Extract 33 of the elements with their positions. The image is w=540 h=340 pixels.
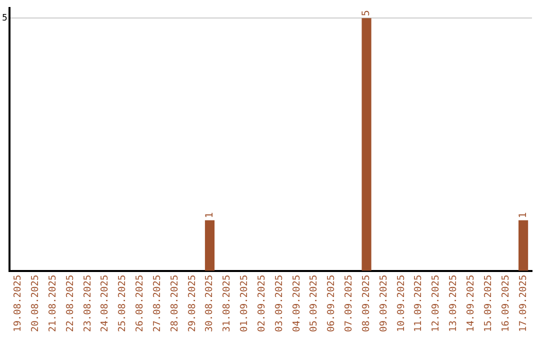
x-tick-label: 13.09.2025 xyxy=(448,274,460,332)
x-tick-label: 23.08.2025 xyxy=(82,274,94,332)
x-tick-label: 12.09.2025 xyxy=(430,274,442,332)
x-tick-label: 27.08.2025 xyxy=(152,274,163,332)
x-tick-label: 25.08.2025 xyxy=(117,274,128,332)
data-label: 5 xyxy=(361,10,372,16)
x-tick-label: 22.08.2025 xyxy=(64,274,76,332)
data-label: 1 xyxy=(518,212,529,218)
x-tick-label: 24.08.2025 xyxy=(100,274,111,332)
x-tick-label: 29.08.2025 xyxy=(186,274,198,332)
x-tick-label: 19.08.2025 xyxy=(12,274,24,332)
x-tick-label: 15.09.2025 xyxy=(482,274,494,332)
x-tick-label: 17.09.2025 xyxy=(518,274,529,332)
x-tick-label: 26.08.2025 xyxy=(134,274,146,332)
x-tick-label: 03.09.2025 xyxy=(274,274,285,332)
x-tick-label: 04.09.2025 xyxy=(291,274,302,332)
x-tick-label: 16.09.2025 xyxy=(500,274,512,332)
x-tick-label: 21.08.2025 xyxy=(47,274,58,332)
x-tick-label: 11.09.2025 xyxy=(413,274,424,332)
x-tick-label: 02.09.2025 xyxy=(256,274,268,332)
x-tick-label: 30.08.2025 xyxy=(204,274,216,332)
x-tick-label: 20.08.2025 xyxy=(30,274,42,332)
x-tick-label: 28.08.2025 xyxy=(169,274,180,332)
x-tick-label: 31.08.2025 xyxy=(222,274,233,332)
data-label: 1 xyxy=(204,212,216,218)
x-tick-label: 10.09.2025 xyxy=(396,274,407,332)
x-tick-label: 06.09.2025 xyxy=(326,274,338,332)
x-tick-label: 05.09.2025 xyxy=(308,274,320,332)
x-tick-label: 14.09.2025 xyxy=(466,274,476,332)
x-tick-label: 08.09.2025 xyxy=(360,274,372,332)
x-tick-label: 07.09.2025 xyxy=(344,274,355,332)
x-tick-label: 01.09.2025 xyxy=(239,274,250,332)
x-tick-label: 09.09.2025 xyxy=(378,274,390,332)
